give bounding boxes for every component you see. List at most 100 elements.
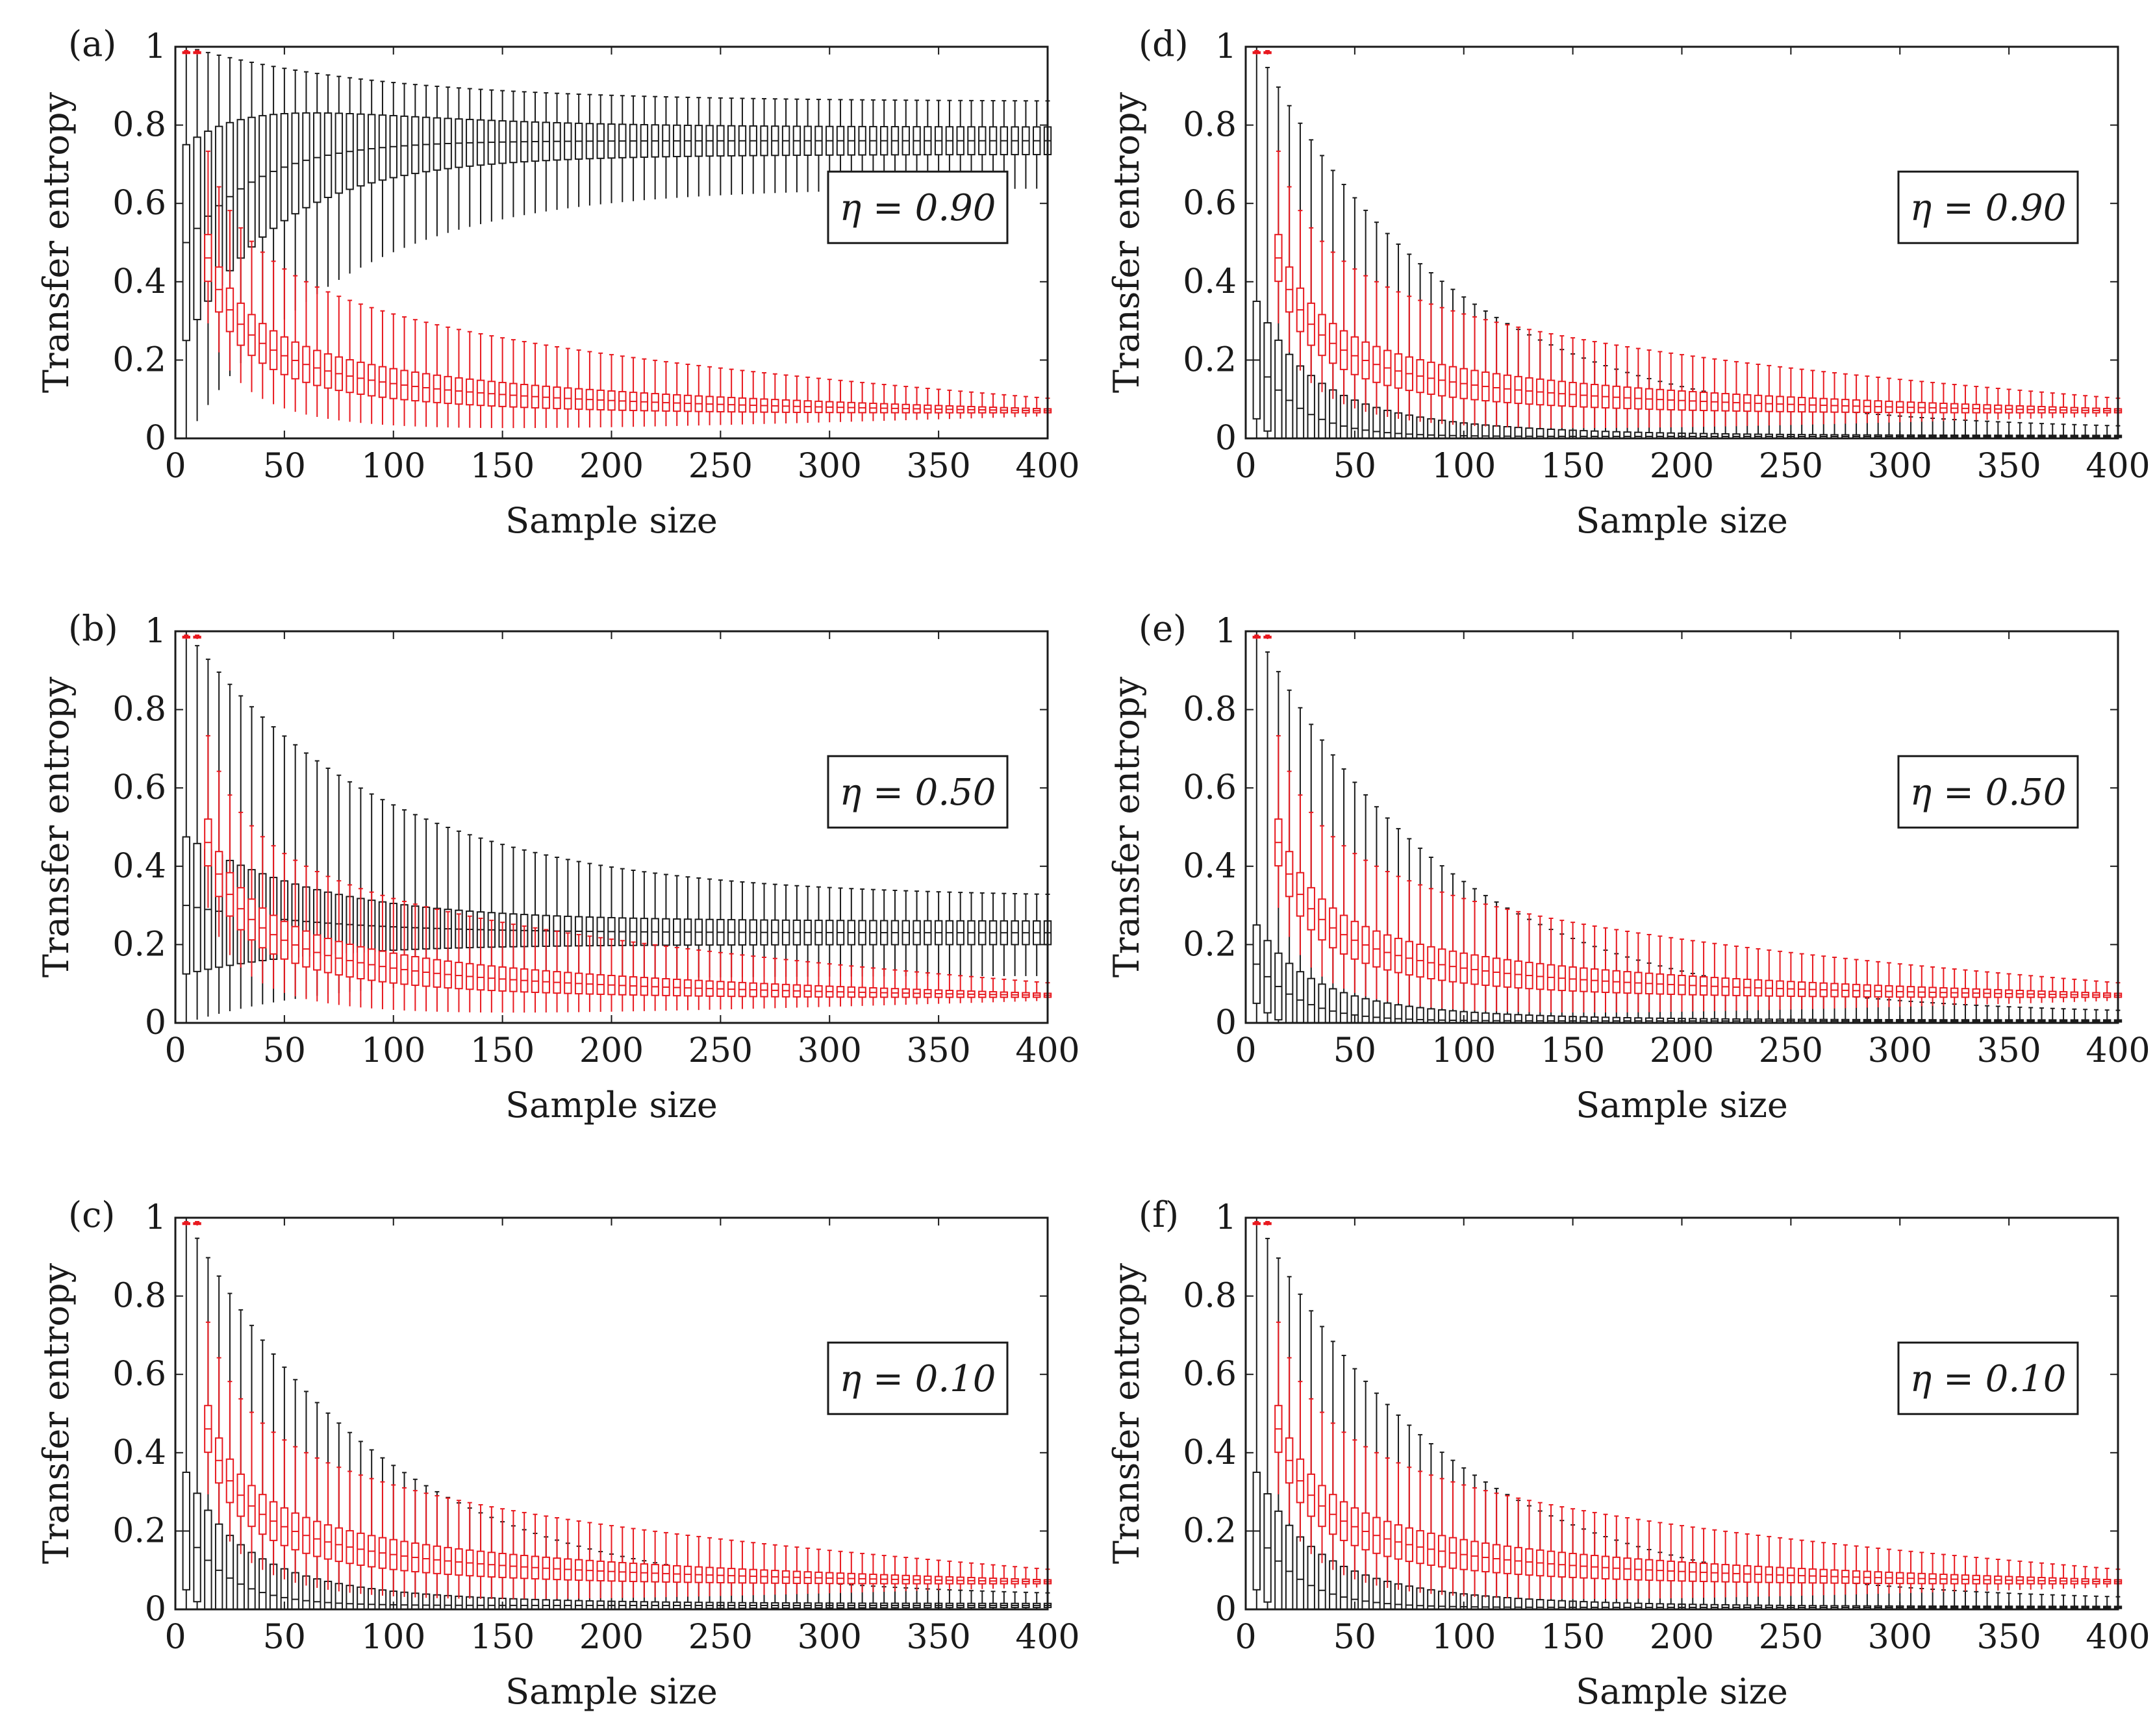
box-red-n35 (247, 240, 256, 392)
box-black-n105 (400, 82, 409, 248)
box-red-n210 (629, 1528, 638, 1598)
box-red-n295 (814, 962, 823, 1007)
panel-letter: (b) (68, 608, 118, 649)
box-iqr (1590, 430, 1599, 440)
box-red-n145 (1557, 920, 1567, 1013)
box-red-n190 (585, 1522, 594, 1599)
series-red (182, 50, 1052, 429)
box-red-n265 (749, 1542, 757, 1596)
box-black-n270 (760, 97, 768, 194)
box-red-n55 (291, 859, 299, 997)
box-red-n95 (378, 310, 387, 425)
box-red-n120 (433, 324, 442, 427)
box-black-n210 (629, 95, 638, 201)
x-tick-label: 250 (1759, 447, 1823, 486)
x-tick-label: 0 (164, 1618, 186, 1657)
box-red-n235 (1754, 363, 1763, 426)
box-black-n95 (378, 81, 387, 257)
box-red-n100 (389, 898, 397, 1011)
box-red-n40 (258, 836, 267, 984)
box-red-n280 (1852, 959, 1861, 1008)
box-red-n110 (1481, 903, 1490, 1011)
box-red-n350 (934, 973, 943, 1004)
box-black-n165 (531, 92, 540, 214)
box-black-n340 (1983, 1005, 1991, 1023)
x-tick-label: 50 (263, 1618, 306, 1657)
box-red-n20 (214, 1357, 223, 1524)
box-red-n265 (1819, 955, 1828, 1009)
box-black-n120 (433, 85, 442, 236)
box-red-n110 (1481, 319, 1490, 427)
box-red-n50 (280, 1439, 289, 1579)
box-red-n355 (945, 1560, 954, 1591)
box-red-n320 (869, 1554, 877, 1592)
box-black-n355 (945, 891, 954, 977)
box-red-n15 (204, 735, 212, 908)
box-red-n245 (1776, 950, 1784, 1010)
box-red-n395 (1033, 981, 1041, 1001)
box-black-n260 (738, 97, 747, 195)
box-red-n35 (1318, 825, 1326, 977)
box-black-n160 (520, 91, 529, 216)
box-red-n170 (542, 344, 550, 428)
box-black-n385 (1011, 1591, 1019, 1609)
box-red-n120 (433, 909, 442, 1012)
box-black-n145 (487, 89, 496, 222)
box-red-n40 (258, 1422, 267, 1570)
box-red-n35 (247, 1411, 256, 1563)
box-red-n25 (225, 1381, 234, 1542)
box-red-n65 (313, 286, 321, 417)
box-red-n140 (1546, 917, 1556, 1013)
box-black-n195 (596, 94, 605, 205)
box-red-n155 (509, 1510, 518, 1600)
box-red-n50 (1350, 853, 1359, 993)
y-tick-label: 0.4 (1183, 262, 1237, 301)
box-red-n75 (1405, 296, 1414, 421)
box-black-n380 (2070, 1008, 2079, 1023)
y-tick-label: 0.2 (112, 340, 166, 379)
box-red-n340 (913, 386, 921, 420)
box-red-n290 (1874, 376, 1882, 423)
x-tick-label: 400 (2086, 447, 2150, 486)
box-red-n5 (182, 1221, 190, 1226)
box-red-n250 (716, 951, 725, 1010)
box-black-n310 (847, 888, 856, 977)
box-red-n315 (858, 966, 866, 1006)
box-red-n265 (749, 371, 757, 425)
x-tick-label: 150 (1541, 447, 1605, 486)
box-red-n70 (1394, 291, 1403, 419)
box-red-n145 (487, 920, 496, 1013)
box-red-n150 (1569, 922, 1577, 1013)
box-red-n185 (574, 1520, 583, 1599)
box-red-n35 (1318, 240, 1326, 392)
box-red-n285 (792, 375, 801, 423)
box-red-n180 (564, 347, 572, 428)
box-red-n340 (913, 971, 921, 1005)
box-black-n370 (978, 892, 987, 977)
box-red-n20 (1285, 770, 1294, 937)
box-red-n320 (1939, 967, 1948, 1006)
box-iqr (1557, 429, 1567, 440)
y-tick-label: 0.6 (112, 184, 166, 223)
x-tick-label: 400 (1015, 1031, 1079, 1070)
box-red-n395 (2103, 396, 2111, 417)
box-red-n245 (705, 1537, 714, 1596)
box-black-n390 (2092, 424, 2100, 438)
box-black-n395 (1033, 893, 1041, 976)
box-black-n60 (302, 71, 310, 302)
box-red-n60 (1372, 865, 1381, 1000)
box-black-n365 (967, 1590, 976, 1609)
box-red-n40 (1329, 836, 1337, 984)
box-red-n330 (890, 384, 900, 421)
box-black-n325 (1950, 419, 1959, 438)
box-red-n275 (1841, 373, 1850, 424)
box-iqr (236, 1544, 245, 1611)
box-red-n145 (487, 1506, 496, 1600)
box-red-n365 (967, 1562, 976, 1590)
box-black-n280 (781, 98, 790, 193)
box-black-n340 (913, 1587, 921, 1609)
box-red-n25 (1296, 794, 1305, 955)
box-red-n220 (1721, 359, 1730, 427)
y-tick-label: 0 (145, 419, 166, 458)
box-red-n390 (1022, 980, 1030, 1001)
